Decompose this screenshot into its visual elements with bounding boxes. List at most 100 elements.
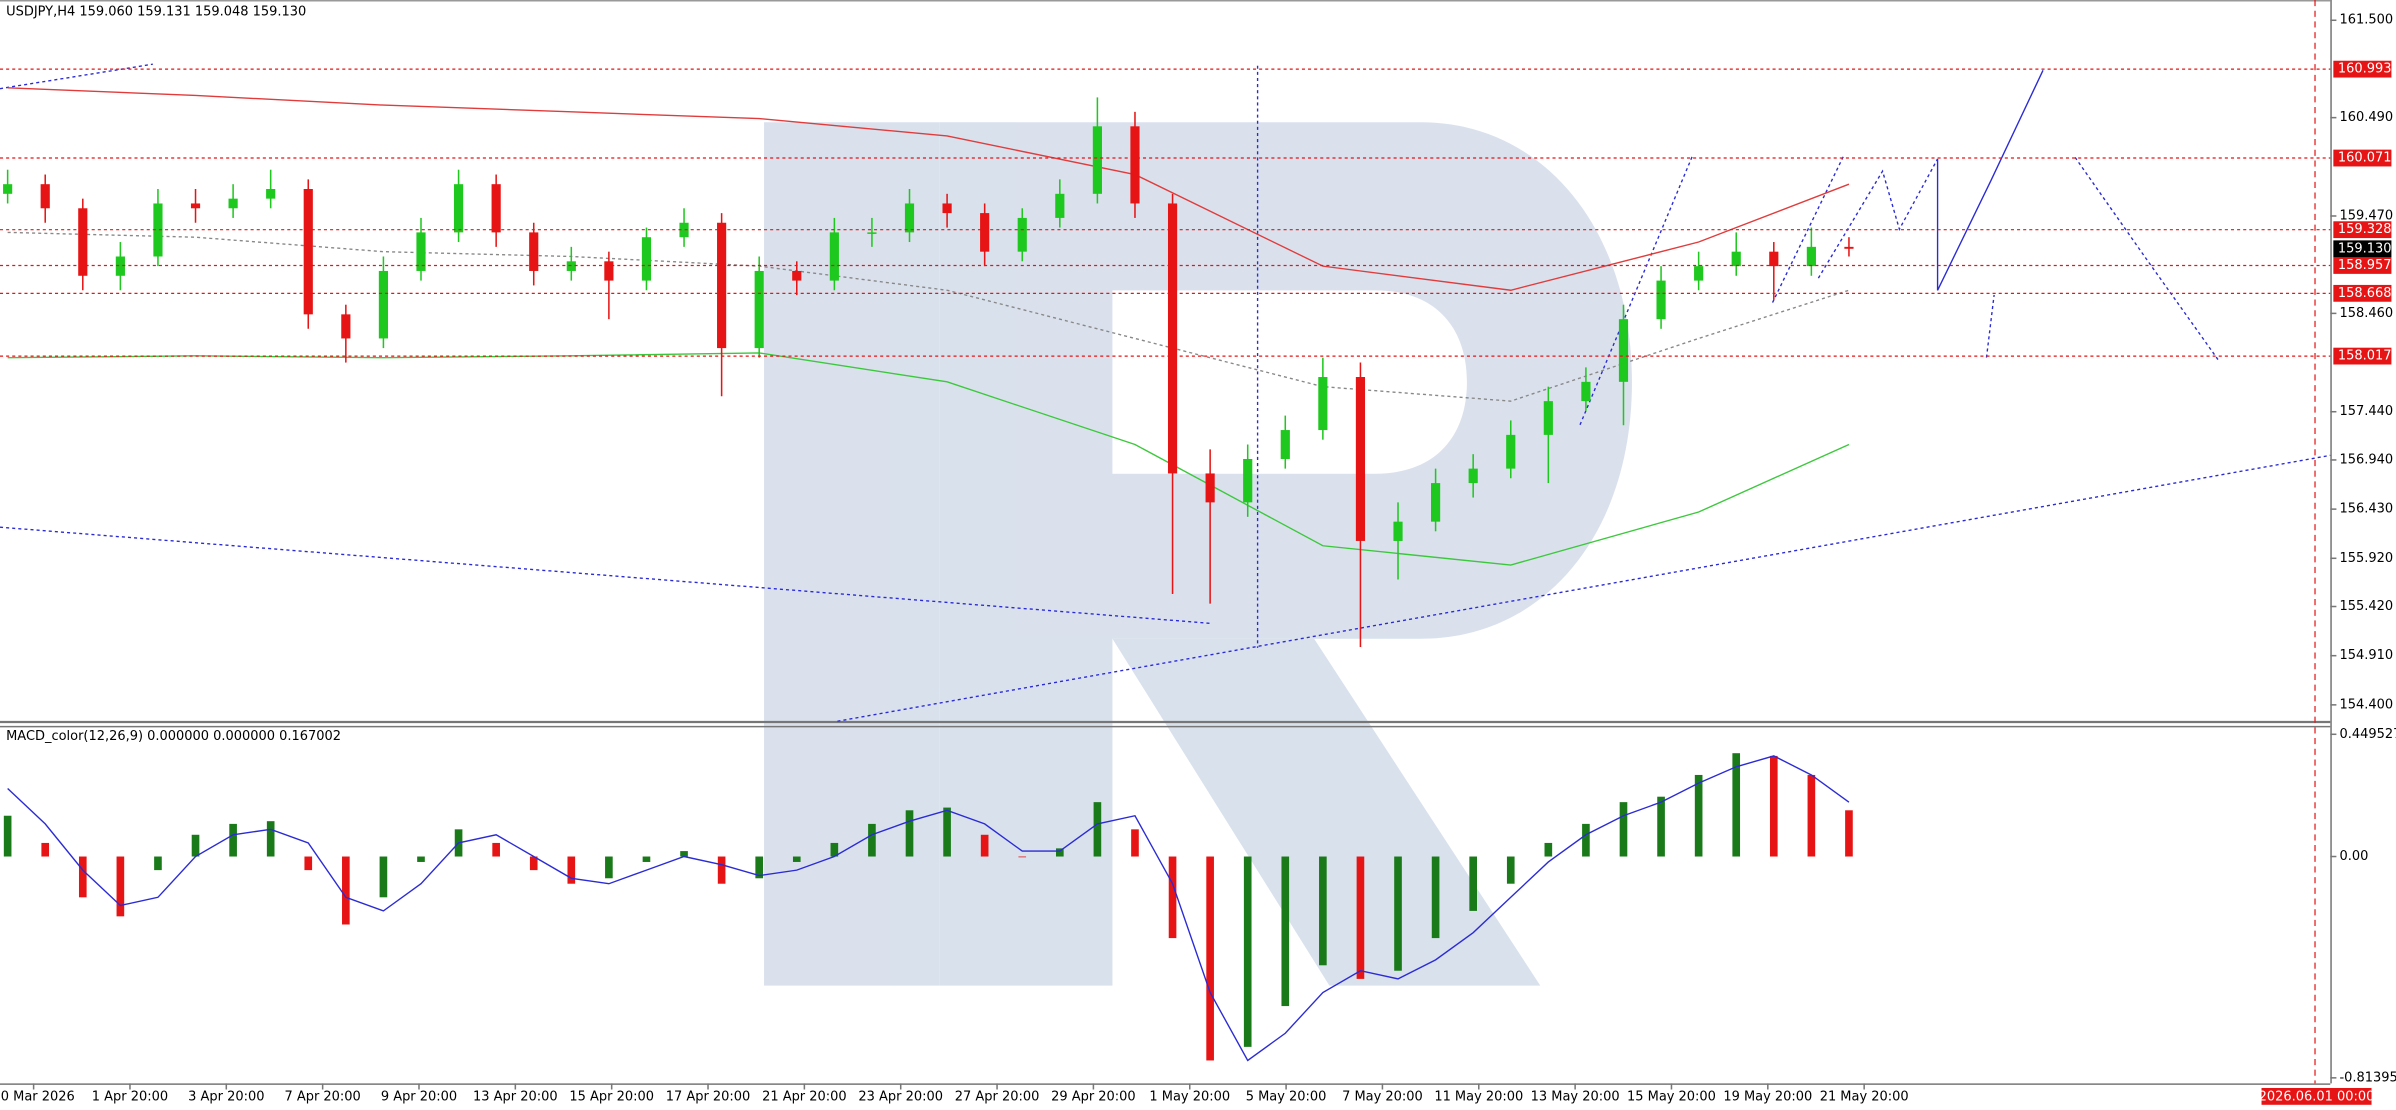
macd-bar xyxy=(529,856,538,871)
macd-bar xyxy=(304,856,313,871)
candle-body xyxy=(1618,319,1629,382)
level-label-box xyxy=(2333,347,2392,365)
candle-body xyxy=(1506,434,1516,469)
macd-bar xyxy=(1394,856,1402,971)
y-tick-label: 154.910 xyxy=(2339,648,2393,663)
macd-bar xyxy=(1807,774,1816,857)
candle-body xyxy=(1769,251,1779,267)
macd-bar xyxy=(868,823,876,857)
candle-body xyxy=(1243,458,1253,503)
y-tick-label: 158.460 xyxy=(2339,306,2393,321)
macd-bar xyxy=(342,856,350,925)
y-tick-label: 154.400 xyxy=(2339,697,2393,712)
x-tick-label: 13 May 20:00 xyxy=(1531,1090,1620,1105)
macd-bar xyxy=(1018,856,1027,858)
macd-bar xyxy=(1694,774,1703,857)
candle-body xyxy=(1205,473,1215,503)
y-tick-label: 161.500 xyxy=(2339,13,2393,28)
y-tick-label: 155.420 xyxy=(2339,599,2393,614)
level-label: 159.328 xyxy=(2338,222,2392,237)
candle-body xyxy=(754,270,764,349)
macd-bar xyxy=(116,856,125,917)
macd-bar xyxy=(1544,842,1553,857)
watermark xyxy=(764,122,1632,986)
x-tick-label: 5 May 20:00 xyxy=(1246,1090,1327,1105)
candle-body xyxy=(1468,468,1478,484)
current-price-box xyxy=(2333,240,2392,258)
macd-bar xyxy=(1319,856,1327,966)
future-label-box: 2026.06.01 00:00 xyxy=(2259,1087,2375,1105)
candle-body xyxy=(1130,126,1140,204)
x-tick-label: 13 Apr 20:00 xyxy=(473,1090,558,1105)
candle-body xyxy=(980,213,990,252)
level-label: 158.668 xyxy=(2338,286,2392,301)
candle-body xyxy=(1844,246,1854,249)
candle-body xyxy=(190,203,201,209)
y-tick-label: 156.940 xyxy=(2339,452,2393,467)
current-price-label: 159.130 xyxy=(2338,241,2392,256)
candle-body xyxy=(1055,193,1065,218)
macd-bar xyxy=(1845,810,1853,857)
macd-bar xyxy=(3,815,12,857)
candle-body xyxy=(341,314,351,339)
x-tick-label: 1 Apr 20:00 xyxy=(92,1090,168,1105)
macd-bar xyxy=(191,834,200,857)
y-tick-label: 156.430 xyxy=(2339,502,2393,517)
candle-body xyxy=(792,270,802,281)
macd-bar xyxy=(1356,856,1365,979)
macd-bar xyxy=(1506,856,1515,884)
macd-bar xyxy=(229,823,237,857)
future-label: 2026.06.01 00:00 xyxy=(2259,1090,2375,1105)
macd-bar xyxy=(1619,802,1628,857)
candle-body xyxy=(604,261,614,281)
macd-bar xyxy=(642,856,651,862)
macd-bar xyxy=(1243,856,1252,1047)
candle-body xyxy=(1581,381,1591,402)
x-tick-label: 17 Apr 20:00 xyxy=(666,1090,751,1105)
candle-body xyxy=(1393,521,1403,541)
level-label-box xyxy=(2333,284,2392,302)
x-tick-label: 21 May 20:00 xyxy=(1820,1090,1909,1105)
y-tick-label: 155.920 xyxy=(2339,551,2393,566)
candle-body xyxy=(3,184,13,194)
moving-average xyxy=(7,87,1850,291)
macd-tick-label: 0.00 xyxy=(2339,849,2368,864)
candle-body xyxy=(566,261,576,271)
candle-body xyxy=(453,184,464,233)
candle-body xyxy=(153,203,163,257)
candle-body xyxy=(78,208,88,276)
candle-body xyxy=(1694,266,1704,281)
macd-bar xyxy=(1469,856,1477,911)
macd-bar xyxy=(154,856,162,871)
candle-body xyxy=(378,270,389,339)
macd-bar xyxy=(1168,856,1177,939)
moving-average xyxy=(7,352,1850,566)
candle-body xyxy=(679,222,689,238)
macd-bar xyxy=(717,856,726,884)
macd-bar xyxy=(1131,829,1139,857)
macd-bar xyxy=(792,856,801,862)
macd-bar xyxy=(567,856,576,884)
level-label-box xyxy=(2333,221,2392,239)
macd-bar xyxy=(379,856,388,898)
forecast-lines xyxy=(0,63,2331,722)
macd-bar xyxy=(1732,753,1741,857)
x-tick-label: 21 Apr 20:00 xyxy=(762,1090,847,1105)
macd-bar xyxy=(41,842,50,857)
x-tick-label: 15 May 20:00 xyxy=(1627,1090,1716,1105)
macd-bar xyxy=(1582,823,1590,857)
candle-body xyxy=(1656,280,1666,320)
x-tick-label: 3 Apr 20:00 xyxy=(188,1090,264,1105)
macd-bar xyxy=(1055,848,1064,857)
level-label: 160.071 xyxy=(2338,151,2392,166)
label-box xyxy=(2261,1087,2372,1105)
macd-bar xyxy=(1206,856,1214,1061)
candle-body xyxy=(40,184,50,209)
candle-body xyxy=(867,232,877,234)
macd-bar xyxy=(1657,796,1665,857)
candle-body xyxy=(1806,246,1816,267)
macd-bar xyxy=(492,842,500,857)
candle-body xyxy=(1431,483,1441,522)
candle-body xyxy=(1017,217,1027,252)
